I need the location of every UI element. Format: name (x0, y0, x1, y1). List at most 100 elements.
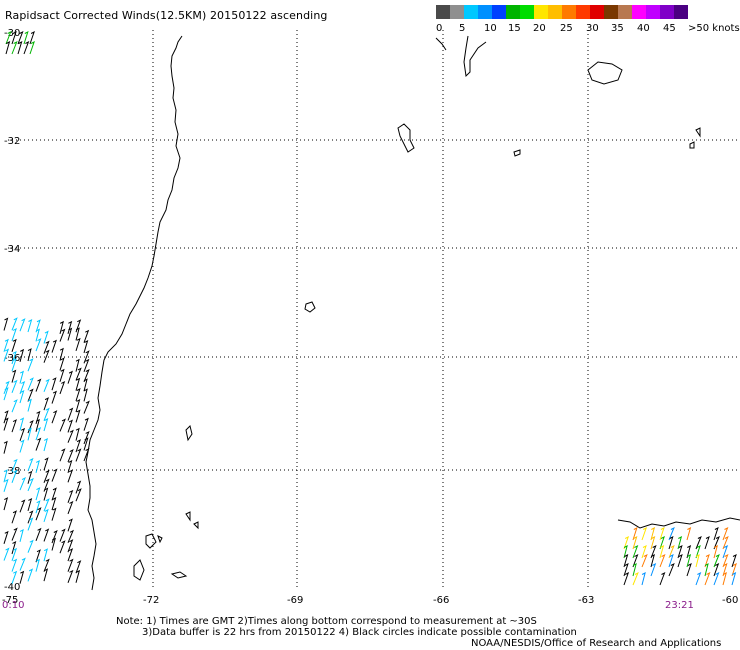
wind-barb (19, 439, 25, 453)
wind-barb (632, 571, 639, 586)
legend-label: 0 (436, 23, 442, 34)
wind-barb (650, 536, 656, 550)
legend-swatch (576, 5, 590, 19)
wind-barb (19, 427, 26, 442)
wind-barb (19, 318, 26, 332)
wind-barb (75, 327, 80, 341)
wind-barb (641, 527, 648, 541)
wind-barb (11, 327, 17, 342)
wind-barb (59, 368, 65, 382)
wind-barb (27, 568, 34, 582)
wind-barb (43, 469, 50, 483)
wind-barb (27, 377, 34, 391)
wind-barb (83, 417, 89, 431)
wind-barb (11, 317, 18, 331)
wind-barb (668, 536, 674, 550)
wind-barb (75, 427, 80, 441)
wind-barb (75, 337, 81, 352)
wind-barb (75, 569, 81, 583)
wind-barb (19, 389, 25, 404)
wind-barb (632, 536, 638, 550)
wind-barb (35, 507, 42, 521)
longitude-labels: -75 -72 -69 -66 -63 -60 (2, 595, 738, 606)
coastline-fragment (463, 35, 487, 78)
wind-barb (51, 497, 57, 511)
coastline-fragment (617, 517, 740, 529)
wind-barb (713, 545, 718, 559)
wind-barb (59, 320, 64, 335)
wind-barb (668, 526, 675, 541)
wind-barb (623, 536, 630, 550)
wind-barb (3, 478, 9, 492)
wind-barb (83, 378, 88, 392)
wind-barb (3, 440, 8, 454)
wind-barb (83, 329, 90, 343)
wind-barb (83, 447, 90, 462)
wind-barb (11, 31, 17, 45)
coastline-fragment (435, 37, 447, 51)
island (587, 61, 623, 85)
wind-barb (59, 540, 66, 554)
wind-barb (686, 545, 692, 559)
wind-barb (75, 488, 82, 502)
legend-label: 20 (533, 23, 546, 34)
wind-barb (67, 539, 74, 553)
wind-barb (23, 40, 30, 55)
wind-barb (35, 427, 42, 441)
wind-barb (43, 487, 49, 501)
wind-barb (75, 377, 81, 391)
wind-barb (713, 571, 720, 586)
wind-barb (11, 527, 18, 541)
wind-barb (686, 554, 692, 568)
wind-barb (632, 544, 639, 559)
wind-barb (67, 327, 73, 341)
wind-barb (3, 417, 9, 431)
wind-barb (704, 571, 711, 586)
wind-barb (43, 349, 50, 363)
wind-barb (19, 557, 26, 571)
wind-barb (11, 570, 18, 584)
legend-label: 10 (484, 23, 497, 34)
wind-barb (67, 518, 73, 532)
wind-barb (43, 498, 50, 512)
wind-barb (75, 560, 82, 574)
wind-barb (668, 544, 675, 559)
lon-label: -75 (2, 595, 18, 606)
wind-barb (43, 558, 50, 572)
wind-barb (704, 536, 710, 550)
wind-barb (29, 31, 35, 45)
wind-barb (659, 553, 666, 568)
wind-barb (731, 572, 737, 586)
wind-barb (51, 410, 58, 424)
wind-barb (11, 338, 17, 352)
wind-barb (35, 459, 40, 474)
legend-swatch (674, 5, 688, 19)
wind-barb (43, 340, 50, 354)
color-legend: 0 5 10 15 20 25 30 35 40 45 >50 knots (436, 5, 740, 34)
wind-barb (641, 572, 646, 586)
island (185, 425, 193, 442)
wind-barb (19, 380, 26, 395)
wind-barb (75, 367, 82, 381)
wind-barb (43, 548, 48, 562)
wind-barb (43, 378, 50, 392)
wind-barb (51, 377, 57, 391)
wind-barb (43, 330, 49, 344)
legend-swatch (506, 5, 520, 19)
wind-barb (713, 535, 720, 550)
wind-barb (686, 563, 692, 577)
wind-barb (19, 417, 25, 431)
legend-swatch (646, 5, 660, 19)
wind-barb (659, 527, 665, 541)
wind-barb (695, 554, 700, 568)
wind-barb (83, 437, 89, 451)
wind-barb (722, 526, 729, 541)
wind-barb (3, 380, 10, 395)
wind-barb (704, 554, 710, 568)
island (397, 123, 415, 153)
wind-barb (17, 30, 24, 45)
wind-barb (11, 369, 17, 383)
wind-barb (11, 547, 18, 561)
wind-barb (83, 368, 90, 383)
